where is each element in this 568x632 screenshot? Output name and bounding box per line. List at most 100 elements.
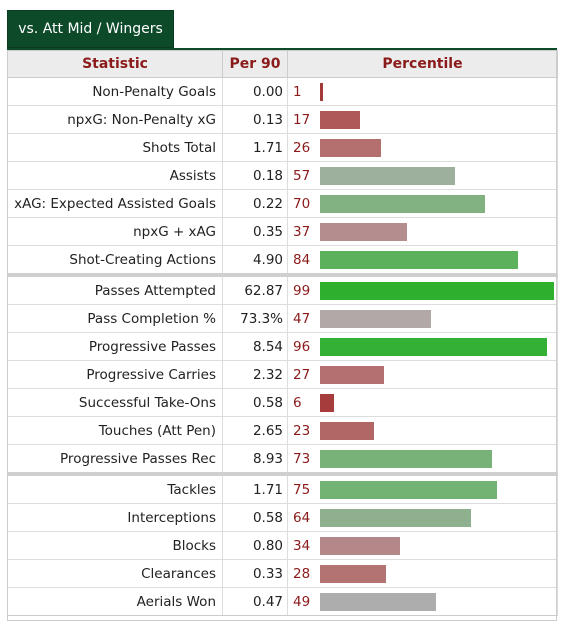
percentile-value: 26 [293,139,311,156]
stat-name[interactable]: Tackles [7,472,223,504]
percentile-cell: 6 [287,388,558,417]
stat-name[interactable]: Progressive Passes [7,332,223,361]
percentile-bar-track [320,337,556,356]
header-per90[interactable]: Per 90 [222,50,288,78]
table-row: Shot-Creating Actions 4.90 84 [7,245,558,276]
stat-name[interactable]: Blocks [7,531,223,560]
table-row: Clearances 0.33 28 [7,559,558,588]
percentile-cell: 47 [287,304,558,333]
percentile-bar [320,393,335,412]
stat-name[interactable]: Successful Take-Ons [7,388,223,417]
percentile-bar-track [320,508,556,527]
percentile-bar [320,309,431,328]
stat-name[interactable]: Passes Attempted [7,273,223,305]
stat-name[interactable]: Shots Total [7,133,223,162]
stat-name[interactable]: Assists [7,161,223,190]
table-row: xAG: Expected Assisted Goals 0.22 70 [7,189,558,218]
per90-value: 0.80 [222,531,288,560]
table-row: Pass Completion % 73.3% 47 [7,304,558,333]
percentile-bar-track [320,110,556,129]
percentile-cell: 28 [287,559,558,588]
header-percentile[interactable]: Percentile [287,50,558,78]
stat-name[interactable]: Progressive Carries [7,360,223,389]
stat-name[interactable]: npxG + xAG [7,217,223,246]
stat-name[interactable]: Non-Penalty Goals [7,77,223,106]
percentile-bar [320,222,408,241]
per90-value: 0.58 [222,503,288,532]
table-row: Progressive Carries 2.32 27 [7,360,558,389]
percentile-bar [320,250,519,269]
table-row: Tackles 1.71 75 [7,472,558,504]
per90-value: 2.65 [222,416,288,445]
stat-name[interactable]: Aerials Won [7,587,223,616]
per90-value: 4.90 [222,245,288,276]
stat-name[interactable]: Shot-Creating Actions [7,245,223,276]
percentile-bar-track [320,250,556,269]
stat-name[interactable]: Pass Completion % [7,304,223,333]
stat-name[interactable]: Interceptions [7,503,223,532]
stat-name[interactable]: npxG: Non-Penalty xG [7,105,223,134]
table-row: Blocks 0.80 34 [7,531,558,560]
percentile-cell: 17 [287,105,558,134]
percentile-value: 6 [293,394,302,411]
percentile-value: 99 [293,282,311,299]
percentile-cell: 27 [287,360,558,389]
percentile-bar [320,281,554,300]
percentile-cell: 57 [287,161,558,190]
table-row: Non-Penalty Goals 0.00 1 [7,77,558,106]
per90-value: 0.18 [222,161,288,190]
percentile-cell: 64 [287,503,558,532]
percentile-value: 17 [293,111,311,128]
header-statistic[interactable]: Statistic [7,50,223,78]
percentile-value: 73 [293,450,311,467]
percentile-bar-track [320,309,556,328]
percentile-cell: 49 [287,587,558,616]
per90-value: 1.71 [222,133,288,162]
percentile-bar [320,194,486,213]
percentile-value: 57 [293,167,311,184]
percentile-value: 23 [293,422,311,439]
percentile-cell: 23 [287,416,558,445]
percentile-bar [320,564,387,583]
percentile-value: 1 [293,83,302,100]
percentile-value: 96 [293,338,311,355]
tab-vs-att-mid-wingers[interactable]: vs. Att Mid / Wingers [7,10,174,48]
table-row: Successful Take-Ons 0.58 6 [7,388,558,417]
per90-value: 62.87 [222,273,288,305]
table-header-row: Statistic Per 90 Percentile [7,50,558,78]
percentile-bar-track [320,82,556,101]
stat-name[interactable]: Clearances [7,559,223,588]
table-row: Shots Total 1.71 26 [7,133,558,162]
percentile-bar [320,138,382,157]
table-row: Assists 0.18 57 [7,161,558,190]
per90-value: 0.35 [222,217,288,246]
per90-value: 0.58 [222,388,288,417]
percentile-cell: 84 [287,245,558,276]
tab-underline [7,48,557,50]
per90-value: 2.32 [222,360,288,389]
percentile-bar-track [320,592,556,611]
table-row: Touches (Att Pen) 2.65 23 [7,416,558,445]
table-row: Progressive Passes 8.54 96 [7,332,558,361]
stat-name[interactable]: xAG: Expected Assisted Goals [7,189,223,218]
table-row: npxG: Non-Penalty xG 0.13 17 [7,105,558,134]
percentile-value: 84 [293,251,311,268]
percentile-bar [320,365,384,384]
stat-name[interactable]: Touches (Att Pen) [7,416,223,445]
percentile-cell: 73 [287,444,558,475]
stat-name[interactable]: Progressive Passes Rec [7,444,223,475]
percentile-bar-track [320,222,556,241]
percentile-bar-track [320,480,556,499]
percentile-bar [320,337,547,356]
percentile-bar-track [320,564,556,583]
per90-value: 0.47 [222,587,288,616]
percentile-value: 75 [293,481,311,498]
percentile-bar [320,82,323,101]
percentile-value: 70 [293,195,311,212]
percentile-bar [320,110,361,129]
per90-value: 8.93 [222,444,288,475]
percentile-bar [320,536,401,555]
per90-value: 0.33 [222,559,288,588]
percentile-bar [320,592,436,611]
percentile-bar-track [320,281,556,300]
